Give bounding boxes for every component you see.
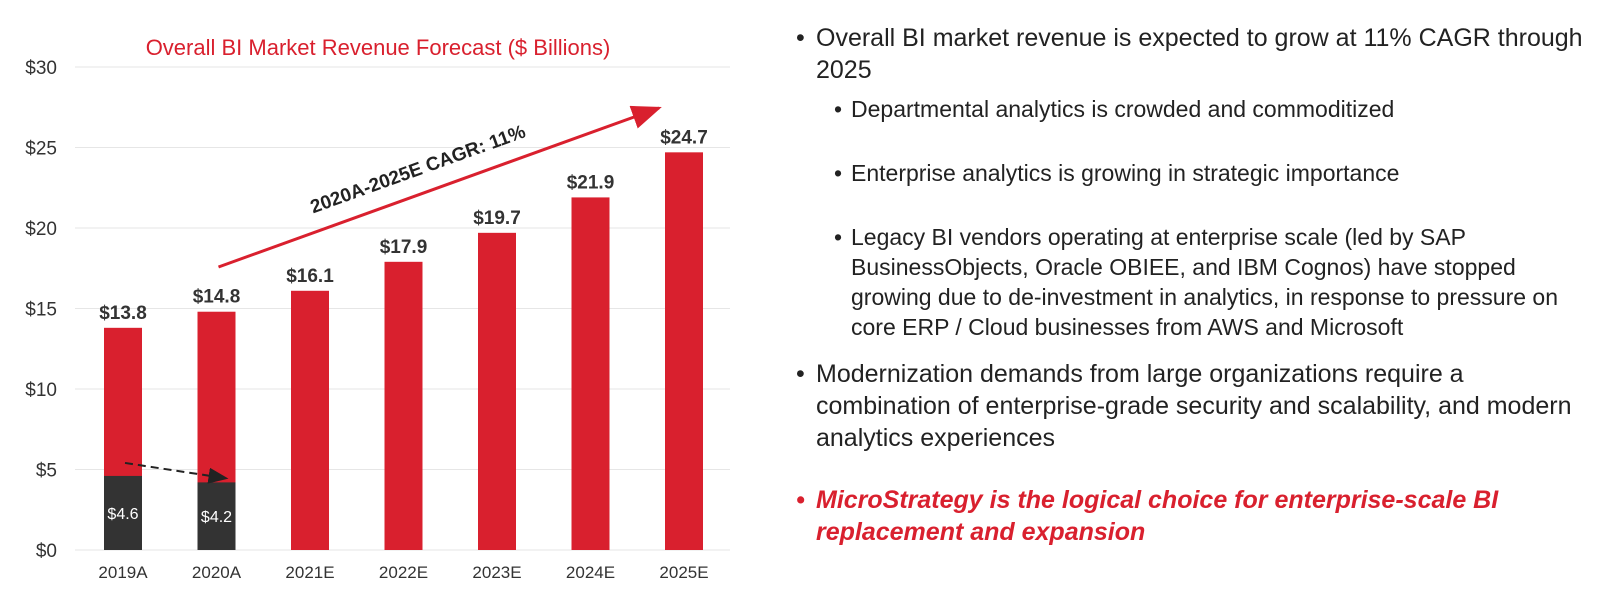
y-tick-label: $0 bbox=[36, 541, 57, 562]
bullet-dot: • bbox=[796, 486, 805, 514]
bar bbox=[384, 261, 423, 550]
data-label: $14.8 bbox=[193, 287, 241, 308]
data-label: $16.1 bbox=[286, 266, 334, 287]
y-tick-label: $10 bbox=[25, 380, 57, 401]
sub-bullet-text: Legacy BI vendors operating at enterpris… bbox=[851, 224, 1559, 340]
bullet-dot: • bbox=[834, 160, 843, 186]
bullet-item: • Modernization demands from large organ… bbox=[796, 358, 1596, 454]
bullet-dot: • bbox=[834, 224, 843, 250]
sub-bullet-text: Departmental analytics is crowded and co… bbox=[851, 96, 1395, 122]
dashed-arrow bbox=[124, 461, 229, 484]
bar bbox=[665, 152, 703, 550]
y-tick-label: $30 bbox=[25, 58, 57, 79]
x-tick-label: 2022E bbox=[379, 563, 428, 582]
bullet-text: Overall BI market revenue is expected to… bbox=[816, 24, 1583, 84]
bar bbox=[478, 232, 516, 550]
cagr-annotation: 2020A-2025E CAGR: 11% bbox=[308, 121, 529, 218]
bullet-list: • Overall BI market revenue is expected … bbox=[796, 22, 1596, 548]
bullet-dot: • bbox=[796, 24, 805, 52]
data-label: $19.7 bbox=[473, 208, 521, 229]
data-label: $21.9 bbox=[567, 172, 615, 193]
chart-area: $0 $5 $10 $15 $20 $25 $30 Overall BI Market Rev… bbox=[0, 0, 780, 600]
bullet-dot: • bbox=[834, 96, 843, 122]
bar bbox=[291, 290, 329, 550]
x-tick-label: 2019A bbox=[98, 563, 148, 582]
y-tick-label: $20 bbox=[25, 219, 57, 240]
bullet-text: Modernization demands from large organiz… bbox=[816, 360, 1572, 452]
bullet-dot: • bbox=[796, 360, 805, 388]
bar-chart: $0 $5 $10 $15 $20 $25 $30 Overall BI Market Rev… bbox=[25, 35, 730, 582]
cagr-arrow bbox=[217, 105, 662, 269]
bar bbox=[571, 197, 610, 550]
bullet-text: MicroStrategy is the logical choice for … bbox=[816, 486, 1499, 546]
data-label: $13.8 bbox=[99, 303, 147, 324]
sub-bullet-item: • Departmental analytics is crowded and … bbox=[834, 94, 1596, 124]
x-tick-label: 2025E bbox=[659, 563, 708, 582]
x-tick-label: 2023E bbox=[472, 563, 521, 582]
bullet-item: • Overall BI market revenue is expected … bbox=[796, 22, 1596, 86]
chart-title: Overall BI Market Revenue Forecast ($ Bi… bbox=[146, 35, 611, 60]
x-tick-label: 2021E bbox=[285, 563, 334, 582]
y-tick-label: $15 bbox=[25, 300, 57, 321]
data-label: $4.2 bbox=[201, 509, 232, 526]
y-tick-label: $25 bbox=[25, 139, 57, 160]
x-tick-label: 2020A bbox=[192, 563, 242, 582]
y-tick-label: $5 bbox=[36, 461, 57, 482]
data-label: $17.9 bbox=[380, 237, 428, 258]
sub-bullet-item: • Enterprise analytics is growing in str… bbox=[834, 158, 1596, 188]
bullet-item-highlight: • MicroStrategy is the logical choice fo… bbox=[796, 484, 1596, 548]
sub-bullet-item: • Legacy BI vendors operating at enterpr… bbox=[834, 222, 1596, 342]
bar-segment bbox=[197, 482, 236, 550]
x-tick-label: 2024E bbox=[566, 563, 615, 582]
data-label: $4.6 bbox=[107, 506, 138, 523]
sub-bullet-text: Enterprise analytics is growing in strat… bbox=[851, 160, 1400, 186]
data-label: $24.7 bbox=[660, 127, 708, 148]
bar-segment bbox=[104, 475, 142, 550]
